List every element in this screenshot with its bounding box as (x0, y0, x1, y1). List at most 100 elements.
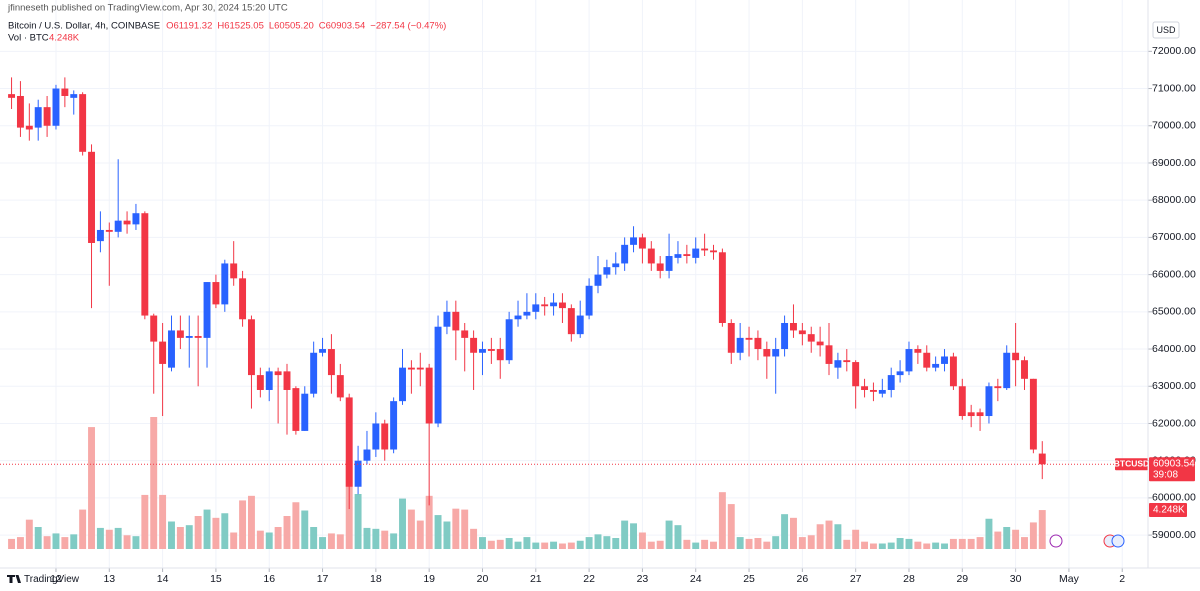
x-tick-label: 15 (210, 573, 222, 585)
volume-bar (558, 543, 566, 549)
volume-bar (327, 533, 335, 549)
y-tick-label: 68000.00 (1152, 194, 1196, 206)
candle-body (869, 389, 877, 392)
volume-bar (265, 532, 273, 549)
candle-body (132, 213, 140, 225)
volume-bar (150, 417, 158, 549)
volume-bar (185, 525, 193, 549)
volume-bar (443, 521, 451, 549)
volume-bar (310, 527, 318, 549)
volume-bar (203, 509, 211, 549)
event-icon[interactable] (1049, 534, 1063, 548)
x-tick-label: 28 (903, 573, 915, 585)
volume-bar (336, 534, 344, 549)
volume-bar (665, 520, 673, 549)
candle-body (407, 367, 415, 370)
volume-bar (319, 537, 327, 549)
volume-bar (550, 541, 558, 549)
volume-bar (772, 536, 780, 549)
volume-bar (585, 537, 593, 549)
candle-body (363, 449, 371, 461)
y-tick-label: 66000.00 (1152, 268, 1196, 280)
x-tick-label: 18 (370, 573, 382, 585)
volume-bar (221, 513, 229, 549)
volume-bar (612, 538, 620, 549)
volume-bar (621, 520, 629, 549)
volume-bar (807, 535, 815, 549)
volume-pane (8, 417, 1046, 549)
candle-body (638, 237, 646, 249)
volume-bar (914, 541, 922, 549)
volume-bar (70, 534, 78, 549)
volume-bar (816, 524, 824, 549)
candle-body (692, 248, 700, 258)
candle-body (807, 334, 815, 342)
volume-bar (763, 541, 771, 549)
candle-body (1038, 453, 1046, 465)
event-icon[interactable] (1111, 534, 1125, 548)
candle-body (327, 349, 335, 376)
volume-bar (434, 515, 442, 549)
volume-bar (363, 527, 371, 549)
volume-bar (479, 537, 486, 549)
volume-bar (407, 509, 415, 549)
volume-bar (896, 538, 904, 549)
candle-body (576, 315, 584, 335)
candle-body (585, 285, 593, 316)
candle-body (505, 319, 513, 361)
volume-bar (141, 494, 149, 549)
x-tick-label: 16 (263, 573, 275, 585)
candle-body (949, 356, 957, 387)
candle-body (621, 244, 629, 264)
volume-bar (452, 508, 460, 549)
volume-bar (949, 538, 957, 549)
volume-bar (630, 523, 637, 549)
legend-value: L60505.20 (269, 21, 314, 32)
footer-logo: TradingView (7, 574, 80, 585)
y-tick-label: 69000.00 (1152, 157, 1196, 169)
candle-body (470, 337, 478, 353)
volume-bar (1029, 522, 1037, 549)
candle-body (523, 311, 531, 316)
legend-value: O61191.32 (166, 21, 212, 32)
currency-button[interactable] (1152, 21, 1180, 39)
candle-body (976, 412, 984, 417)
candle-body (861, 386, 869, 390)
candle-body (52, 88, 60, 126)
volume-bar (292, 502, 300, 549)
volume-bar (941, 543, 948, 549)
candle-body (710, 250, 717, 253)
candle-body (683, 254, 691, 257)
volume-bar (710, 541, 717, 549)
volume-bar (256, 530, 264, 549)
legend: Bitcoin / U.S. Dollar, 4h, COINBASE Vol … (8, 21, 446, 44)
candle-body (434, 326, 442, 424)
volume-bar (674, 525, 682, 549)
volume-bar (790, 517, 797, 549)
currency[interactable]: USD (1156, 25, 1176, 35)
candle-body (43, 107, 51, 126)
volume-bar (105, 529, 113, 549)
candle-body (550, 302, 558, 307)
axes: 59000.0060000.0061000.0062000.0063000.00… (50, 45, 1196, 585)
volume-bar (96, 527, 104, 549)
candle-body (878, 389, 886, 394)
volume-bar (861, 541, 869, 549)
candle-body (674, 254, 682, 258)
volume-bar (25, 519, 33, 549)
volume-bar (372, 528, 380, 549)
candle-body (1012, 352, 1020, 361)
candle-body (114, 220, 122, 232)
volume-tag (1149, 503, 1187, 518)
candle-body (274, 371, 282, 376)
candle-body (790, 322, 797, 331)
candle-body (203, 282, 211, 338)
y-tick-label: 71000.00 (1152, 82, 1196, 94)
candle-body (558, 302, 566, 309)
x-tick-label: May (1059, 573, 1080, 585)
volume-bar (505, 538, 513, 549)
volume-bar (168, 521, 175, 549)
volume-bar (88, 427, 95, 549)
candle-body (887, 375, 895, 390)
candle-body (1029, 378, 1037, 450)
